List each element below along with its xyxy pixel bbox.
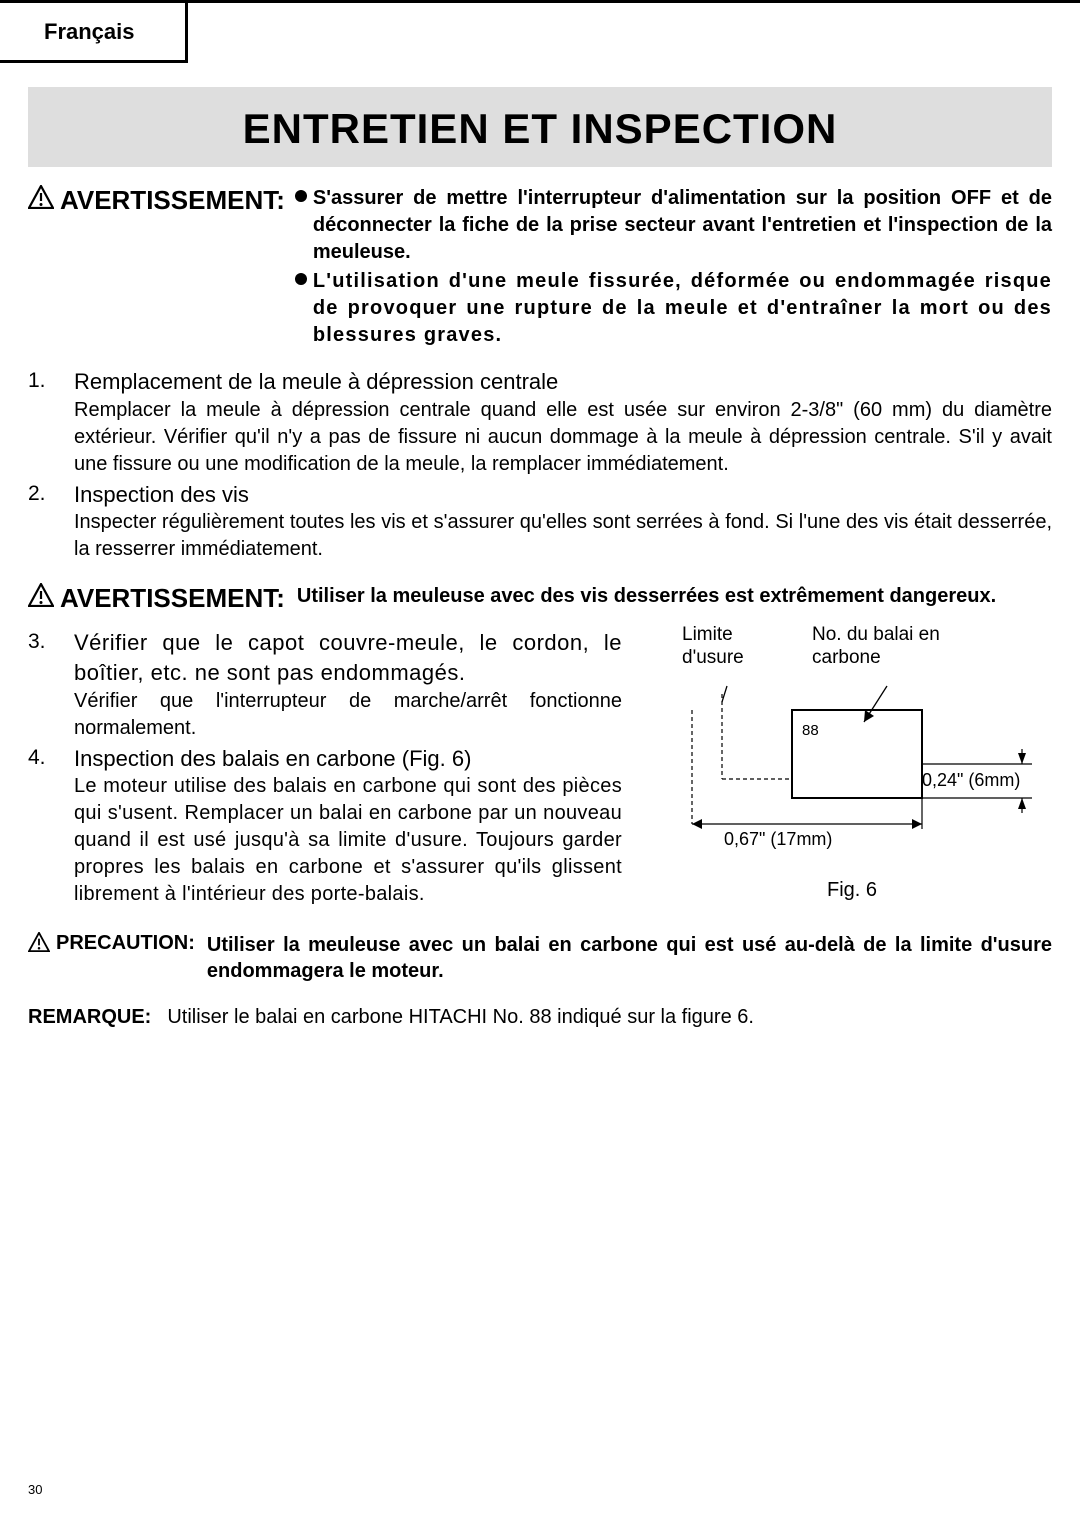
list-heading-2: Inspection des vis — [74, 480, 1052, 510]
remark-label: REMARQUE: — [28, 1006, 151, 1029]
list-num-2: 2. — [28, 480, 74, 564]
list-num-4: 4. — [28, 744, 74, 909]
list-text-2: Inspecter régulièrement toutes les vis e… — [74, 509, 1052, 563]
fig-label-limite: Limite d'usure — [682, 624, 772, 670]
list-num-1: 1. — [28, 367, 74, 478]
list-heading-3: Vérifier que le capot couvre-meule, le c… — [74, 628, 622, 687]
list-items-12: 1. Remplacement de la meule à dépression… — [28, 367, 1052, 563]
remark-body: Utiliser le balai en carbone HITACHI No.… — [151, 1006, 1052, 1029]
main-title-text: ENTRETIEN ET INSPECTION — [243, 105, 838, 152]
main-title: ENTRETIEN ET INSPECTION — [28, 87, 1052, 167]
warning1-bullet-1: L'utilisation d'une meule fissurée, défo… — [313, 268, 1052, 349]
warning-block-1: AVERTISSEMENT: S'assurer de mettre l'int… — [28, 185, 1052, 349]
fig-label-balai: No. du balai en carbone — [812, 624, 952, 670]
precaution-block: PRECAUTION: Utiliser la meuleuse avec un… — [28, 932, 1052, 984]
list-text-3: Vérifier que l'interrupteur de marche/ar… — [74, 688, 622, 742]
bullet-icon — [295, 190, 307, 202]
list-heading-4: Inspection des balais en carbone (Fig. 6… — [74, 744, 622, 774]
page-content: AVERTISSEMENT: S'assurer de mettre l'int… — [28, 185, 1052, 1029]
figure-6: Limite d'usure No. du balai en carbone 8… — [652, 624, 1052, 914]
precaution-label: PRECAUTION: — [56, 932, 195, 955]
page-number: 30 — [28, 1482, 42, 1497]
fig-brush-number: 88 — [802, 722, 819, 739]
fig-dim-height: 0,24" (6mm) — [922, 770, 1020, 791]
warning-icon — [28, 932, 50, 957]
warning-body-2: Utiliser la meuleuse avec des vis desser… — [285, 583, 1052, 609]
list-item-3: 3. Vérifier que le capot couvre-meule, l… — [28, 628, 622, 741]
warning1-bullet-0: S'assurer de mettre l'interrupteur d'ali… — [313, 185, 1052, 266]
list-num-3: 3. — [28, 628, 74, 741]
language-label: Français — [44, 19, 135, 45]
list-body-1: Remplacement de la meule à dépression ce… — [74, 367, 1052, 478]
list-body-2: Inspection des vis Inspecter régulièreme… — [74, 480, 1052, 564]
warning-block-2: AVERTISSEMENT: Utiliser la meuleuse avec… — [28, 583, 1052, 614]
warning-label-2: AVERTISSEMENT: — [60, 583, 285, 614]
list-item-4: 4. Inspection des balais en carbone (Fig… — [28, 744, 622, 909]
list-body-4: Inspection des balais en carbone (Fig. 6… — [74, 744, 622, 909]
language-tab: Français — [0, 3, 188, 63]
remark-block: REMARQUE: Utiliser le balai en carbone H… — [28, 1006, 1052, 1029]
list-text-4: Le moteur utilise des balais en carbone … — [74, 773, 622, 908]
figure-column: Limite d'usure No. du balai en carbone 8… — [652, 624, 1052, 914]
list-item-2: 2. Inspection des vis Inspecter régulièr… — [28, 480, 1052, 564]
bullet-icon — [295, 273, 307, 285]
warning-label-1: AVERTISSEMENT: — [60, 185, 285, 216]
precaution-body: Utiliser la meuleuse avec un balai en ca… — [195, 932, 1052, 984]
list-item-1: 1. Remplacement de la meule à dépression… — [28, 367, 1052, 478]
warning-icon — [28, 583, 54, 612]
list-text-1: Remplacer la meule à dépression centrale… — [74, 397, 1052, 478]
two-column-section: 3. Vérifier que le capot couvre-meule, l… — [28, 624, 1052, 914]
warning-icon — [28, 185, 54, 214]
fig-caption: Fig. 6 — [652, 879, 1052, 902]
fig-dim-width: 0,67" (17mm) — [724, 829, 832, 850]
warning-body-1: S'assurer de mettre l'interrupteur d'ali… — [285, 185, 1052, 349]
list-body-3: Vérifier que le capot couvre-meule, le c… — [74, 628, 622, 741]
list-heading-1: Remplacement de la meule à dépression ce… — [74, 367, 1052, 397]
list-items-34: 3. Vérifier que le capot couvre-meule, l… — [28, 628, 622, 910]
